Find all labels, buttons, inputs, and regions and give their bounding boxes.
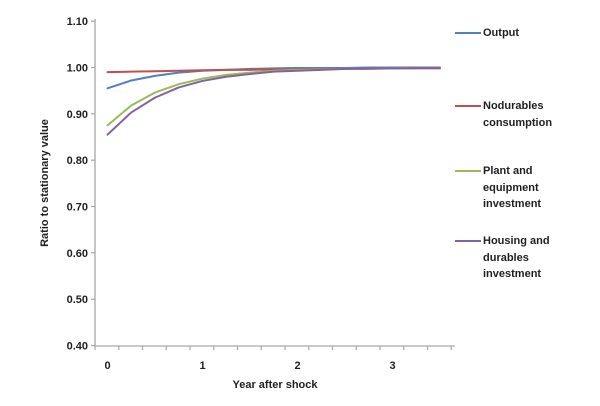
svg-text:1.00: 1.00 — [67, 63, 88, 75]
legend-label-output: Output — [483, 27, 520, 39]
svg-text:0.60: 0.60 — [67, 248, 88, 260]
y-axis-title: Ratio to stationary value — [39, 119, 51, 247]
svg-text:0.70: 0.70 — [67, 202, 88, 214]
svg-text:0.40: 0.40 — [67, 341, 88, 353]
legend-line-swatch-output — [455, 32, 481, 34]
legend-item-housing-durables-investment: Housing and durables investment — [455, 233, 595, 283]
svg-text:0.80: 0.80 — [67, 155, 88, 167]
svg-text:0.50: 0.50 — [67, 294, 88, 306]
legend-label-plant-equipment-investment: Plant and equipment investment — [483, 165, 542, 210]
svg-text:1: 1 — [199, 360, 205, 372]
svg-text:2: 2 — [294, 360, 300, 372]
legend-label-housing-durables-investment: Housing and durables investment — [483, 235, 550, 280]
svg-text:3: 3 — [389, 360, 395, 372]
legend: Output Nodurables consumption Plant and … — [455, 0, 600, 340]
x-axis-title: Year after shock — [232, 379, 318, 391]
legend-item-nodurables-consumption: Nodurables consumption — [455, 98, 595, 131]
svg-text:0.90: 0.90 — [67, 109, 88, 121]
legend-item-output: Output — [455, 25, 595, 42]
svg-text:1.10: 1.10 — [67, 16, 88, 28]
legend-item-plant-equipment-investment: Plant and equipment investment — [455, 163, 595, 213]
legend-label-nodurables-consumption: Nodurables consumption — [483, 100, 553, 129]
legend-line-swatch-plant-equipment-investment — [455, 170, 481, 172]
legend-line-swatch-nodurables-consumption — [455, 105, 481, 107]
legend-line-swatch-housing-durables-investment — [455, 240, 481, 242]
svg-text:0: 0 — [104, 360, 110, 372]
